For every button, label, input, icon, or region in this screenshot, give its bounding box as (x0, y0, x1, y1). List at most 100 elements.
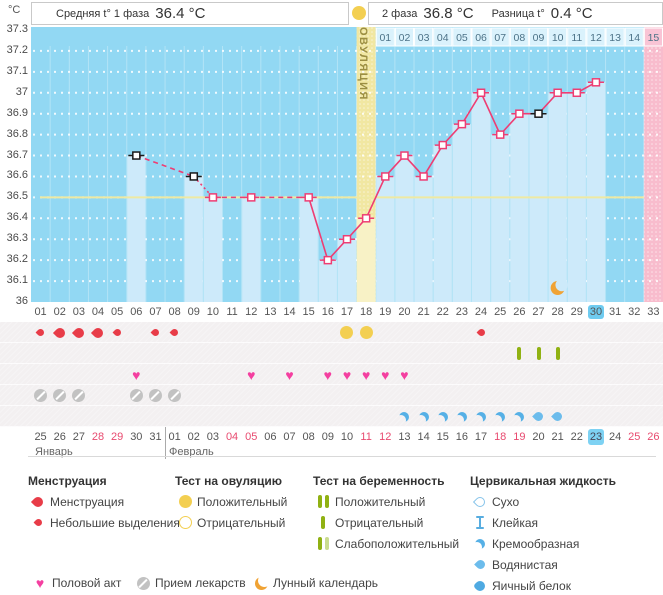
temperature-point[interactable] (495, 130, 505, 139)
temperature-point[interactable] (132, 151, 141, 160)
dpo-number: 09 (533, 32, 545, 44)
cycle-day-10[interactable]: 10 (206, 306, 220, 318)
calendar-date[interactable]: 03 (206, 431, 220, 443)
legend-item-label: Сухо (492, 494, 520, 509)
calendar-date[interactable]: 02 (187, 431, 200, 443)
cycle-day-22[interactable]: 22 (436, 306, 449, 318)
calendar-date[interactable]: 04 (225, 431, 239, 443)
temperature-point[interactable] (515, 109, 524, 118)
calendar-date[interactable]: 19 (513, 431, 526, 443)
fluid-eggwhite-icon (470, 578, 490, 593)
temperature-point[interactable] (208, 193, 218, 202)
temperature-bar (203, 197, 223, 302)
cycle-day-28[interactable]: 28 (551, 306, 564, 318)
temperature-point[interactable] (438, 140, 448, 150)
temperature-point[interactable] (419, 172, 428, 181)
cycle-day-19[interactable]: 19 (379, 306, 392, 318)
cycle-day-26[interactable]: 26 (513, 306, 526, 318)
calendar-date[interactable]: 25 (628, 431, 641, 443)
cycle-day-31[interactable]: 31 (608, 306, 622, 318)
cycle-day-04[interactable]: 04 (91, 306, 105, 318)
temperature-point[interactable] (361, 214, 371, 223)
calendar-date[interactable]: 06 (264, 431, 277, 443)
cycle-day-01[interactable]: 01 (34, 306, 47, 318)
event-rows: ♥ ♥ ♥ ♥ ♥ ♥ ♥ ♥ (0, 322, 663, 427)
cycle-day-25[interactable]: 25 (494, 306, 507, 318)
calendar-date[interactable]: 28 (91, 431, 105, 443)
calendar-date[interactable]: 14 (417, 431, 430, 443)
calendar-date[interactable]: 29 (111, 431, 124, 443)
calendar-date[interactable]: 16 (455, 431, 469, 443)
temperature-point[interactable] (457, 119, 467, 129)
calendar-date[interactable]: 10 (340, 431, 354, 443)
calendar-date[interactable]: 17 (474, 431, 488, 443)
legend-item-label: Яичный белок (492, 578, 571, 593)
dpo-number: 08 (514, 32, 526, 44)
cycle-day-13[interactable]: 13 (264, 306, 277, 318)
temperature-point[interactable] (342, 234, 352, 244)
calendar-date[interactable]: 26 (647, 431, 660, 443)
cycle-day-05[interactable]: 05 (111, 306, 124, 318)
cycle-day-02[interactable]: 02 (53, 306, 66, 318)
temperature-point[interactable] (304, 193, 313, 202)
calendar-date[interactable]: 15 (436, 431, 449, 443)
cycle-day-17[interactable]: 17 (340, 306, 354, 318)
calendar-date[interactable]: 21 (551, 431, 564, 443)
calendar-date[interactable]: 24 (608, 431, 622, 443)
temperature-point[interactable] (476, 88, 486, 98)
temperature-point[interactable] (246, 193, 256, 202)
calendar-date[interactable]: 13 (398, 431, 411, 443)
calendar-date[interactable]: 25 (34, 431, 47, 443)
cycle-day-23[interactable]: 23 (455, 306, 469, 318)
cycle-day-14[interactable]: 14 (283, 306, 296, 318)
cycle-day-16[interactable]: 16 (321, 306, 334, 318)
calendar-date[interactable]: 23 (587, 429, 605, 445)
dpo-cell (433, 27, 453, 47)
cycle-day-32[interactable]: 32 (628, 306, 641, 318)
calendar-date[interactable]: 05 (245, 431, 258, 443)
calendar-date[interactable]: 31 (149, 431, 162, 443)
calendar-date[interactable]: 18 (494, 431, 507, 443)
temperature-point[interactable] (323, 255, 333, 265)
temperature-point[interactable] (534, 109, 543, 118)
temperature-point[interactable] (572, 88, 582, 98)
legend-menstruation-title: Менструация (28, 473, 107, 488)
cycle-day-29[interactable]: 29 (570, 306, 583, 318)
calendar-date[interactable]: 09 (321, 431, 334, 443)
temperature-point[interactable] (591, 78, 601, 87)
cycle-day-11[interactable]: 11 (226, 306, 238, 318)
calendar-date[interactable]: 27 (72, 431, 85, 443)
bbt-chart[interactable]: 01 02 03 04 05 06 07 08 09 10 11 12 13 14 15 ОВУЛЯЦИЯ (31, 27, 663, 303)
cycle-day-09[interactable]: 09 (187, 306, 200, 318)
cycle-day-12[interactable]: 12 (245, 306, 258, 318)
calendar-date[interactable]: 08 (302, 431, 315, 443)
calendar-date[interactable]: 26 (53, 431, 66, 443)
calendar-date[interactable]: 30 (130, 431, 143, 443)
temperature-point[interactable] (189, 172, 199, 181)
calendar-date[interactable]: 11 (360, 431, 372, 443)
calendar-date[interactable]: 01 (168, 431, 181, 443)
fluid-dry-icon (470, 494, 490, 509)
cycle-day-33[interactable]: 33 (647, 306, 660, 318)
cycle-day-27[interactable]: 27 (532, 306, 545, 318)
temperature-point[interactable] (381, 172, 390, 181)
dpo-number: 15 (648, 32, 660, 44)
cycle-day-24[interactable]: 24 (474, 306, 488, 318)
temperature-point[interactable] (400, 151, 409, 160)
cycle-day-15[interactable]: 15 (302, 306, 315, 318)
cycle-day-06[interactable]: 06 (130, 306, 143, 318)
temperature-bar (510, 113, 529, 302)
temperature-point[interactable] (553, 88, 562, 98)
pregnancy-test-icon (529, 343, 548, 364)
cycle-day-08[interactable]: 08 (168, 306, 181, 318)
calendar-date[interactable]: 12 (379, 431, 392, 443)
calendar-date[interactable]: 22 (570, 431, 583, 443)
cycle-day-03[interactable]: 03 (72, 306, 85, 318)
cycle-day-current[interactable]: 30 (587, 305, 605, 319)
cycle-day-20[interactable]: 20 (398, 306, 411, 318)
cycle-day-07[interactable]: 07 (149, 306, 162, 318)
cycle-day-18[interactable]: 18 (360, 306, 373, 318)
calendar-date[interactable]: 07 (283, 431, 296, 443)
cycle-day-21[interactable]: 21 (417, 306, 430, 318)
calendar-date[interactable]: 20 (532, 431, 545, 443)
